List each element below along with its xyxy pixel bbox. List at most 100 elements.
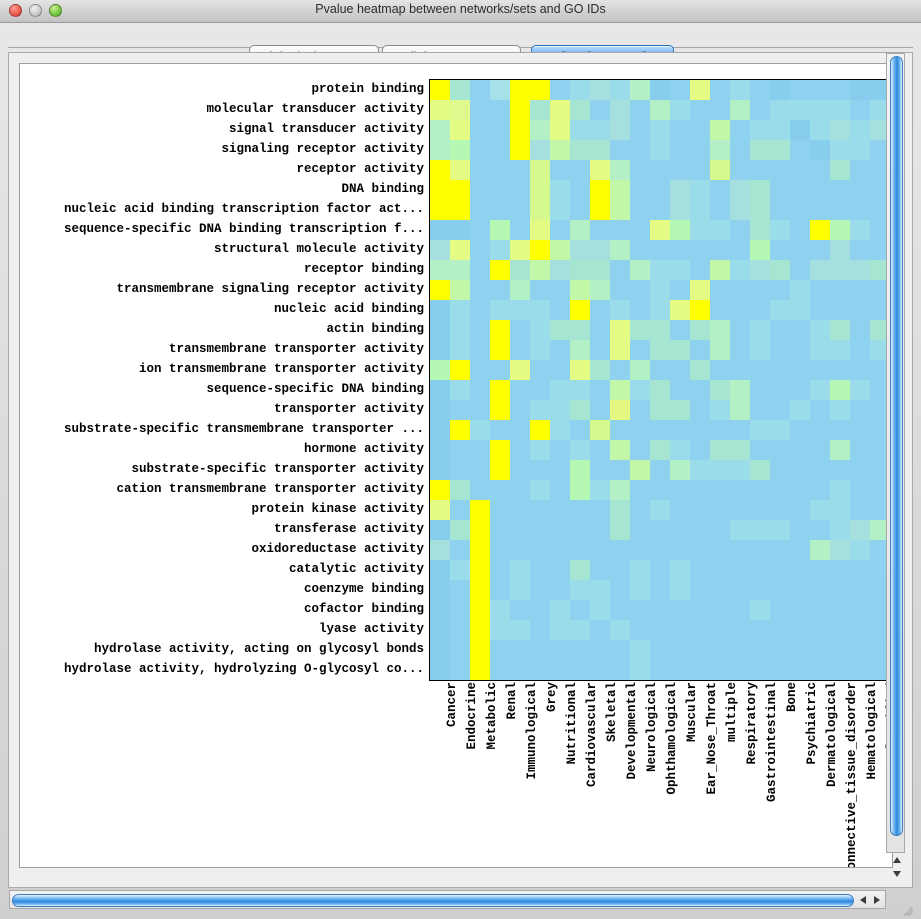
heatmap-cell[interactable] (870, 220, 890, 240)
heatmap-cell[interactable] (870, 420, 890, 440)
heatmap-cell[interactable] (750, 280, 770, 300)
heatmap-cell[interactable] (570, 640, 590, 660)
heatmap-cell[interactable] (430, 180, 450, 200)
heatmap-cell[interactable] (510, 360, 530, 380)
heatmap-cell[interactable] (790, 520, 810, 540)
heatmap-cell[interactable] (550, 100, 570, 120)
heatmap-cell[interactable] (530, 100, 550, 120)
heatmap-cell[interactable] (690, 600, 710, 620)
heatmap-cell[interactable] (750, 120, 770, 140)
heatmap-cell[interactable] (850, 320, 870, 340)
heatmap-cell[interactable] (490, 260, 510, 280)
heatmap-cell[interactable] (550, 520, 570, 540)
heatmap-cell[interactable] (750, 620, 770, 640)
heatmap-cell[interactable] (770, 340, 790, 360)
heatmap-cell[interactable] (870, 400, 890, 420)
heatmap-cell[interactable] (690, 400, 710, 420)
heatmap-cell[interactable] (710, 120, 730, 140)
heatmap-cell[interactable] (490, 520, 510, 540)
heatmap-cell[interactable] (470, 140, 490, 160)
heatmap-cell[interactable] (830, 420, 850, 440)
heatmap-cell[interactable] (750, 260, 770, 280)
heatmap-cell[interactable] (810, 400, 830, 420)
heatmap-cell[interactable] (690, 100, 710, 120)
heatmap-cell[interactable] (610, 260, 630, 280)
heatmap-cell[interactable] (690, 180, 710, 200)
heatmap-cell[interactable] (670, 100, 690, 120)
heatmap-cell[interactable] (730, 400, 750, 420)
heatmap-cell[interactable] (810, 100, 830, 120)
heatmap-cell[interactable] (750, 580, 770, 600)
heatmap-cell[interactable] (510, 600, 530, 620)
heatmap-cell[interactable] (690, 460, 710, 480)
heatmap-cell[interactable] (690, 520, 710, 540)
heatmap-cell[interactable] (810, 280, 830, 300)
heatmap-cell[interactable] (530, 180, 550, 200)
heatmap-cell[interactable] (430, 240, 450, 260)
heatmap-cell[interactable] (530, 200, 550, 220)
heatmap-cell[interactable] (470, 480, 490, 500)
heatmap-cell[interactable] (630, 260, 650, 280)
heatmap-cell[interactable] (810, 260, 830, 280)
heatmap-cell[interactable] (470, 660, 490, 680)
heatmap-cell[interactable] (650, 540, 670, 560)
heatmap-cell[interactable] (430, 460, 450, 480)
heatmap-cell[interactable] (870, 100, 890, 120)
heatmap-cell[interactable] (790, 400, 810, 420)
heatmap-cell[interactable] (650, 420, 670, 440)
heatmap-cell[interactable] (830, 480, 850, 500)
heatmap-cell[interactable] (650, 340, 670, 360)
heatmap-cell[interactable] (490, 120, 510, 140)
heatmap-cell[interactable] (750, 80, 770, 100)
heatmap-cell[interactable] (430, 660, 450, 680)
heatmap-cell[interactable] (570, 260, 590, 280)
heatmap-cell[interactable] (870, 200, 890, 220)
heatmap-cell[interactable] (450, 500, 470, 520)
heatmap-cell[interactable] (790, 140, 810, 160)
heatmap-cell[interactable] (670, 200, 690, 220)
heatmap-cell[interactable] (790, 620, 810, 640)
heatmap-cell[interactable] (870, 300, 890, 320)
heatmap-cell[interactable] (750, 180, 770, 200)
heatmap-cell[interactable] (850, 460, 870, 480)
heatmap-cell[interactable] (550, 140, 570, 160)
heatmap-cell[interactable] (710, 300, 730, 320)
heatmap-cell[interactable] (510, 100, 530, 120)
heatmap-cell[interactable] (670, 580, 690, 600)
heatmap-cell[interactable] (750, 360, 770, 380)
heatmap-cell[interactable] (750, 300, 770, 320)
heatmap-cell[interactable] (430, 100, 450, 120)
heatmap-cell[interactable] (490, 420, 510, 440)
heatmap-cell[interactable] (550, 340, 570, 360)
heatmap-cell[interactable] (630, 420, 650, 440)
heatmap-cell[interactable] (610, 80, 630, 100)
heatmap-cell[interactable] (770, 200, 790, 220)
heatmap-cell[interactable] (730, 600, 750, 620)
heatmap-cell[interactable] (790, 600, 810, 620)
heatmap-cell[interactable] (850, 400, 870, 420)
heatmap-cell[interactable] (830, 600, 850, 620)
heatmap-cell[interactable] (850, 160, 870, 180)
heatmap-cell[interactable] (670, 400, 690, 420)
heatmap-cell[interactable] (790, 120, 810, 140)
heatmap-cell[interactable] (530, 500, 550, 520)
heatmap-cell[interactable] (750, 540, 770, 560)
heatmap-cell[interactable] (730, 520, 750, 540)
heatmap-cell[interactable] (790, 580, 810, 600)
heatmap-cell[interactable] (570, 140, 590, 160)
heatmap-cell[interactable] (730, 140, 750, 160)
heatmap-cell[interactable] (630, 320, 650, 340)
heatmap-cell[interactable] (790, 500, 810, 520)
heatmap-cell[interactable] (550, 320, 570, 340)
heatmap-cell[interactable] (630, 200, 650, 220)
heatmap-cell[interactable] (790, 660, 810, 680)
heatmap-cell[interactable] (570, 320, 590, 340)
heatmap-cell[interactable] (630, 100, 650, 120)
heatmap-cell[interactable] (630, 460, 650, 480)
heatmap-cell[interactable] (750, 100, 770, 120)
heatmap-cell[interactable] (610, 360, 630, 380)
heatmap-cell[interactable] (770, 80, 790, 100)
heatmap-cell[interactable] (710, 480, 730, 500)
heatmap-cell[interactable] (470, 540, 490, 560)
heatmap-cell[interactable] (470, 260, 490, 280)
